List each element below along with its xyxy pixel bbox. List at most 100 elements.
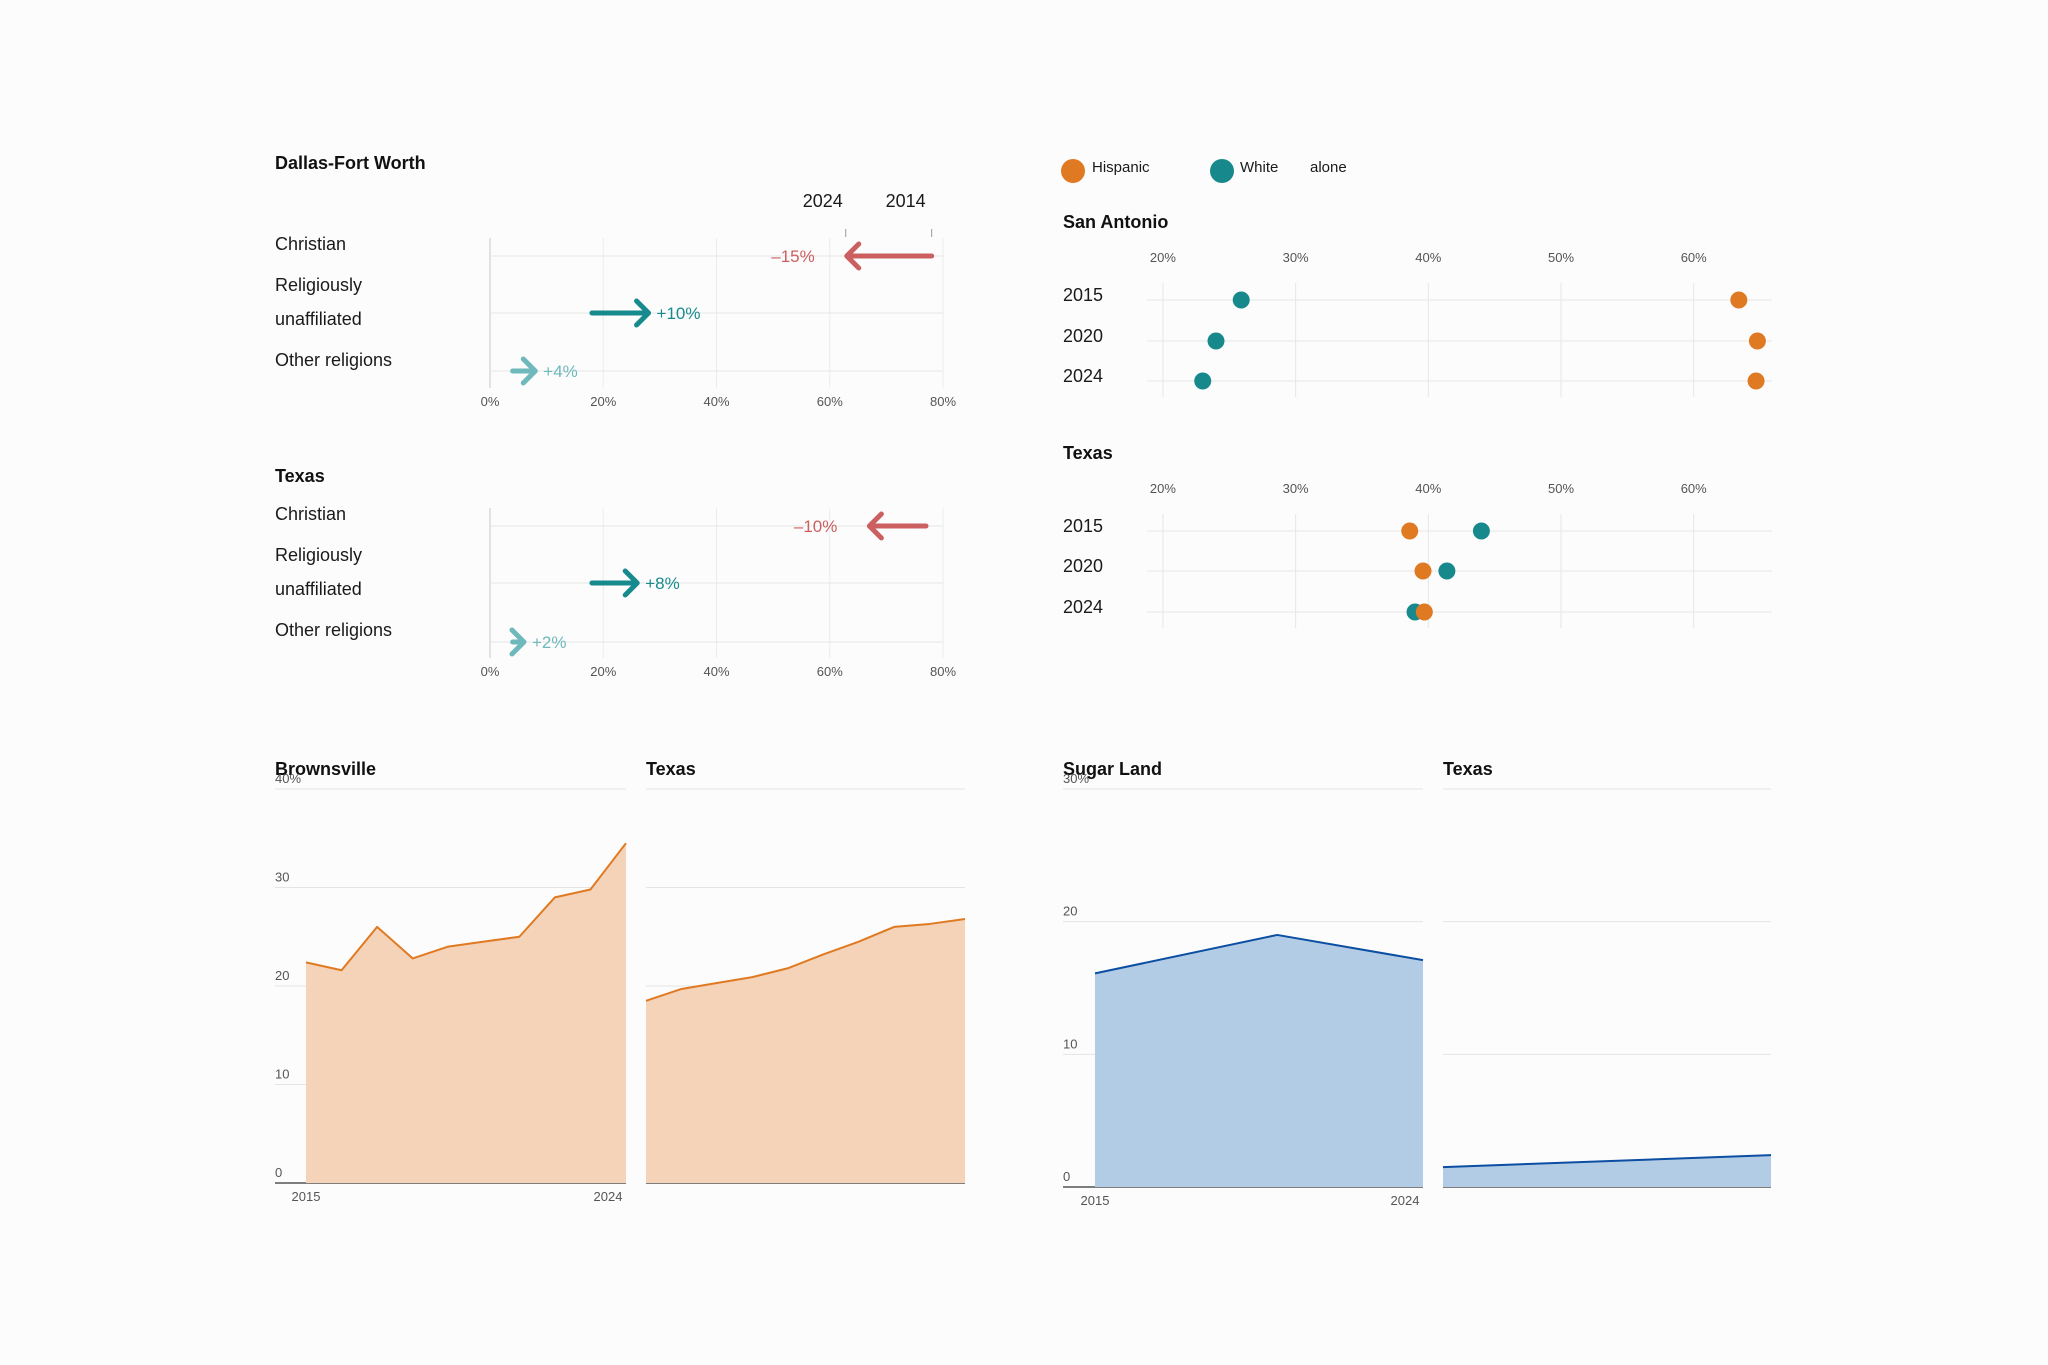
x-tick-label: 0% <box>481 394 500 409</box>
panel-title: Texas <box>1063 443 1113 463</box>
x-tick-label: 40% <box>1415 481 1441 496</box>
area-panel: Brownsville 0 10 20 30 40% 2015 2024 <box>275 759 627 1204</box>
delta-label: +8% <box>645 574 680 593</box>
area-panel: Sugar Land 0 10 20 30% 2015 2024 <box>1063 759 1424 1208</box>
hispanic-dot <box>1401 522 1419 540</box>
x-tick-label: 60% <box>817 664 843 679</box>
white-dot <box>1232 291 1250 309</box>
hispanic-dot <box>1414 562 1432 580</box>
religion-panel-1: Texas 0% 20% 40% 60% 80% Christian –10% Religiou… <box>275 466 956 679</box>
area-panel: Texas <box>1442 759 1772 1188</box>
arrow-head <box>866 511 884 541</box>
area-line <box>305 842 627 972</box>
dot-panel-0: San Antonio 20% 30% 40% 50% 60% 2015 2020 2024 <box>1063 212 1772 397</box>
row-label: Christian <box>275 504 346 524</box>
panel-title: Sugar Land <box>1063 759 1162 779</box>
year-label: 2024 <box>803 191 843 211</box>
delta-label: –10% <box>794 517 837 536</box>
row-year-label: 2024 <box>1063 597 1103 617</box>
row-year-label: 2015 <box>1063 516 1103 536</box>
arrow-head <box>634 298 652 328</box>
arrow-head <box>622 568 640 598</box>
area-group-0: Brownsville 0 10 20 30 40% 2015 2024 Texas <box>275 759 966 1204</box>
legend-swatch <box>1210 159 1234 183</box>
y-tick-label: 0 <box>275 1165 282 1180</box>
row-year-label: 2024 <box>1063 366 1103 386</box>
panel-title: Texas <box>275 466 325 486</box>
row-label: Religiously <box>275 275 362 295</box>
x-tick-label: 60% <box>1681 481 1707 496</box>
hispanic-dot <box>1730 291 1748 309</box>
area-fill <box>1095 934 1423 1187</box>
area-line <box>1442 1154 1772 1169</box>
area-fill <box>646 919 965 1183</box>
area-panel: Texas <box>645 759 966 1184</box>
x-tick-label: 2015 <box>1081 1193 1110 1208</box>
x-tick-label: 40% <box>703 394 729 409</box>
x-tick-label: 80% <box>930 394 956 409</box>
area-line <box>1094 933 1424 975</box>
x-tick-label: 30% <box>1283 481 1309 496</box>
y-tick-label: 20 <box>1063 904 1077 919</box>
legend-swatch <box>1061 159 1085 183</box>
y-tick-label: 0 <box>1063 1169 1070 1184</box>
x-tick-label: 30% <box>1283 250 1309 265</box>
row-year-label: 2020 <box>1063 556 1103 576</box>
y-tick-label: 40% <box>275 771 301 786</box>
delta-label: +4% <box>543 362 578 381</box>
legend-label: Hispanic <box>1092 159 1150 176</box>
dot-legend: Hispanic White alone <box>1061 159 1347 183</box>
arrow-head <box>509 627 527 657</box>
area-fill <box>1443 1155 1771 1187</box>
x-tick-label: 2024 <box>594 1189 623 1204</box>
area-fill <box>306 843 626 1183</box>
hispanic-dot <box>1415 603 1433 621</box>
x-tick-label: 40% <box>1415 250 1441 265</box>
white-dot <box>1207 332 1225 350</box>
x-tick-label: 40% <box>703 664 729 679</box>
x-tick-label: 0% <box>481 664 500 679</box>
panel-title: Brownsville <box>275 759 376 779</box>
delta-label: +2% <box>532 633 567 652</box>
row-label: Other religions <box>275 620 392 640</box>
panel-title: Texas <box>1443 759 1493 779</box>
x-tick-label: 20% <box>1150 481 1176 496</box>
delta-label: –15% <box>771 247 814 266</box>
hispanic-dot <box>1748 332 1766 350</box>
area-line <box>645 918 966 1002</box>
row-year-label: 2020 <box>1063 326 1103 346</box>
y-tick-label: 10 <box>275 1067 289 1082</box>
y-tick-label: 30% <box>1063 771 1089 786</box>
white-dot <box>1438 562 1456 580</box>
year-label: 2014 <box>886 191 926 211</box>
row-label: unaffiliated <box>275 579 362 599</box>
y-tick-label: 20 <box>275 968 289 983</box>
row-label: Other religions <box>275 350 392 370</box>
arrow-head <box>844 241 862 271</box>
x-tick-label: 2015 <box>292 1189 321 1204</box>
x-tick-label: 50% <box>1548 250 1574 265</box>
x-tick-label: 20% <box>590 394 616 409</box>
legend-label: White <box>1240 159 1278 176</box>
panel-title: Dallas-Fort Worth <box>275 153 426 173</box>
y-tick-label: 30 <box>275 870 289 885</box>
row-label: unaffiliated <box>275 309 362 329</box>
x-tick-label: 20% <box>1150 250 1176 265</box>
panel-title: Texas <box>646 759 696 779</box>
y-tick-label: 10 <box>1063 1036 1077 1051</box>
dot-panel-1: Texas 20% 30% 40% 50% 60% 2015 2020 2024 <box>1063 443 1772 628</box>
x-tick-label: 60% <box>1681 250 1707 265</box>
white-dot <box>1472 522 1490 540</box>
panel-title: San Antonio <box>1063 212 1168 232</box>
religion-panel-0: Dallas-Fort Worth 0% 20% 40% 60% 80% 2024 2014 C… <box>275 153 956 409</box>
arrow-head <box>520 356 538 386</box>
x-tick-label: 50% <box>1548 481 1574 496</box>
delta-label: +10% <box>657 304 701 323</box>
row-year-label: 2015 <box>1063 285 1103 305</box>
white-dot <box>1194 372 1212 390</box>
x-tick-label: 2024 <box>1391 1193 1420 1208</box>
hispanic-dot <box>1747 372 1765 390</box>
legend-label: alone <box>1310 159 1347 176</box>
x-tick-label: 80% <box>930 664 956 679</box>
